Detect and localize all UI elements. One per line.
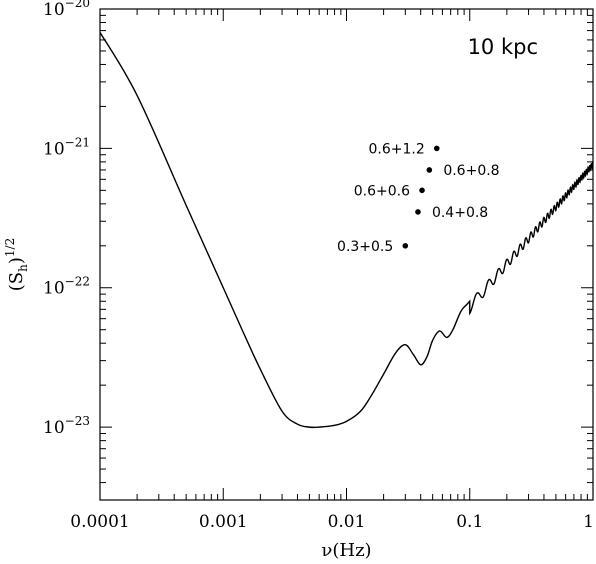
x-tick-label: 0.01 — [328, 512, 366, 532]
distance-annotation: 10 kpc — [468, 35, 538, 59]
ticks-layer — [99, 9, 593, 501]
y-tick-label: 10−23 — [43, 414, 90, 438]
source-point — [415, 209, 421, 215]
x-tick-label: 0.001 — [199, 512, 248, 532]
svg-text:(Sh)1/2: (Sh)1/2 — [3, 238, 30, 291]
plot-frame — [99, 8, 594, 501]
y-tick-label: 10−22 — [43, 275, 90, 299]
source-point-label: 0.6+0.8 — [443, 163, 499, 179]
source-point-label: 0.6+1.2 — [369, 141, 425, 157]
x-tick-label: 1 — [583, 512, 594, 532]
source-point-label: 0.3+0.5 — [337, 239, 393, 255]
x-tick-label: 0.0001 — [70, 512, 129, 532]
source-points: 0.6+1.2 0.6+0.8 0.6+0.6 0.4+0.8 0.3+0.5 — [337, 141, 500, 254]
source-point-label: 0.4+0.8 — [432, 205, 488, 221]
y-tick-label: 10−21 — [43, 135, 90, 159]
y-tick-labels: 10−20 10−21 10−22 10−23 — [43, 0, 90, 438]
x-tick-label: 0.1 — [456, 512, 483, 532]
source-point — [426, 167, 433, 173]
source-point — [419, 187, 425, 194]
source-point-label: 0.6+0.6 — [354, 183, 410, 199]
x-axis-label: ν(Hz) — [321, 540, 371, 561]
y-tick-label: 10−20 — [43, 0, 90, 20]
x-tick-labels: 0.0001 0.001 0.01 0.1 1 — [70, 512, 594, 532]
source-point — [433, 145, 440, 152]
y-axis-label: (Sh)1/2 — [3, 238, 30, 291]
source-point — [402, 242, 409, 249]
noise-curve-line — [99, 31, 594, 429]
